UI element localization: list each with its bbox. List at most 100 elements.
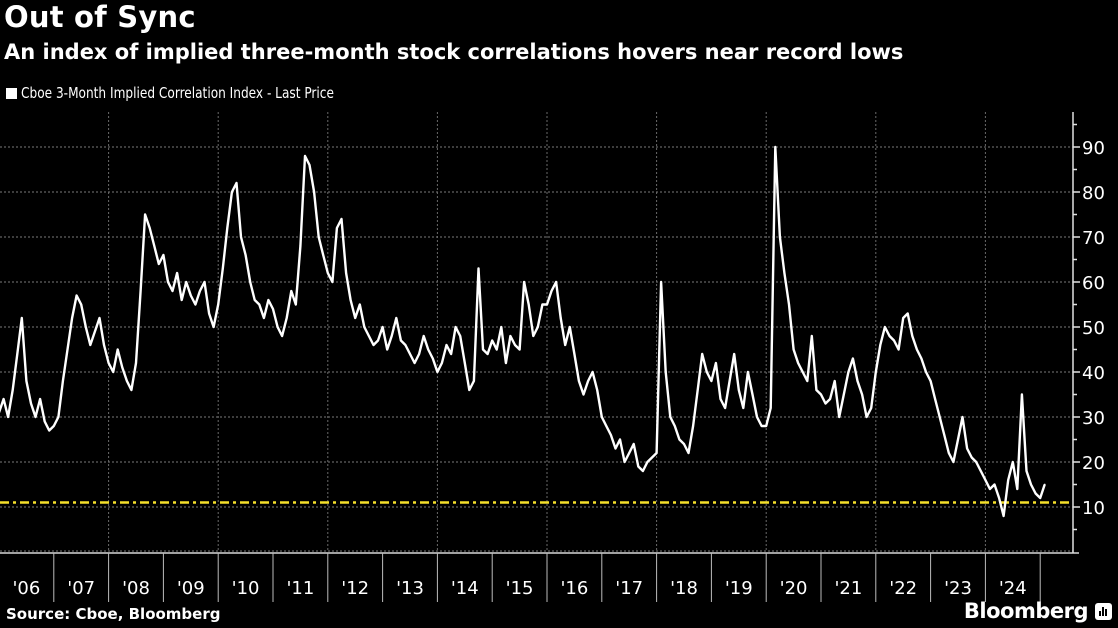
data-point [587, 380, 589, 382]
data-point [299, 245, 302, 247]
data-point [249, 281, 252, 283]
data-point [144, 213, 147, 216]
data-point [121, 366, 124, 369]
data-point [1043, 483, 1046, 486]
data-point [244, 254, 247, 256]
data-point [194, 303, 197, 306]
data-point [285, 317, 288, 319]
data-point [610, 434, 612, 436]
data-point [203, 281, 206, 283]
data-point [354, 317, 357, 319]
data-point [34, 416, 37, 418]
data-point [774, 146, 777, 148]
data-point [678, 438, 681, 441]
data-point [514, 344, 516, 346]
data-point [98, 317, 101, 319]
data-point [180, 299, 183, 301]
data-point [473, 380, 475, 382]
x-tick-label: '12 [341, 578, 369, 599]
data-point [482, 348, 484, 351]
data-point [934, 398, 937, 400]
data-point [582, 393, 585, 396]
data-point [527, 303, 530, 306]
data-point [212, 326, 215, 328]
data-point [358, 303, 361, 306]
y-tick-label: 60 [1082, 273, 1105, 294]
data-point [797, 362, 800, 364]
data-point [705, 371, 708, 373]
chart-subtitle: An index of implied three-month stock co… [4, 40, 904, 64]
data-point [2, 398, 5, 400]
data-point [363, 326, 366, 328]
data-point [518, 348, 521, 351]
data-point [459, 335, 462, 337]
data-point [938, 416, 941, 418]
data-point [326, 272, 329, 274]
data-point [308, 164, 311, 166]
chart-title: Out of Sync [4, 0, 196, 34]
data-point [1016, 488, 1019, 490]
source-note: Source: Cboe, Bloomberg [6, 605, 221, 623]
data-point [377, 339, 379, 342]
data-point [760, 425, 763, 427]
data-point [345, 272, 347, 274]
data-point [409, 353, 411, 355]
data-point [893, 339, 895, 342]
data-point [641, 470, 644, 472]
data-point [16, 353, 19, 355]
data-point [984, 479, 987, 481]
data-point [62, 380, 64, 382]
data-point [148, 227, 151, 229]
data-point [258, 303, 261, 306]
data-point [646, 461, 649, 463]
data-point [998, 497, 1000, 499]
data-point [340, 218, 343, 220]
data-point [733, 353, 736, 355]
data-point [93, 330, 96, 333]
y-tick-label: 80 [1082, 183, 1105, 204]
data-point [71, 317, 73, 319]
data-point [1034, 492, 1037, 495]
data-point [504, 362, 507, 364]
data-point [294, 303, 297, 306]
data-point [413, 362, 416, 364]
legend-swatch [6, 87, 17, 99]
data-point [628, 452, 631, 454]
x-tick-label: '19 [725, 578, 753, 599]
series-line [0, 145, 1046, 518]
data-point [842, 393, 845, 396]
data-point [336, 227, 338, 229]
data-point [381, 326, 384, 328]
data-point [1011, 461, 1014, 463]
data-point [125, 380, 128, 382]
data-point [57, 416, 60, 418]
data-point [792, 348, 795, 351]
data-point [870, 407, 873, 409]
data-point [929, 380, 932, 382]
data-point [495, 348, 498, 351]
data-point [395, 317, 398, 319]
data-point [230, 191, 233, 193]
data-point [687, 452, 690, 454]
y-tick-label: 10 [1082, 498, 1105, 519]
data-point [696, 389, 699, 391]
data-point [313, 191, 315, 193]
data-point [331, 281, 334, 283]
data-point [952, 461, 955, 463]
data-point [888, 335, 891, 337]
data-point [445, 344, 448, 346]
data-point [596, 389, 599, 391]
data-point [1025, 470, 1028, 472]
x-tick-label: '24 [999, 578, 1027, 599]
data-point [322, 254, 325, 256]
data-point [185, 281, 188, 283]
data-point [422, 335, 425, 337]
data-point [989, 488, 991, 490]
y-tick-label: 20 [1082, 453, 1105, 474]
data-point [783, 272, 786, 274]
data-point [167, 281, 169, 283]
data-point [30, 402, 32, 405]
data-point [135, 362, 137, 364]
data-point [701, 353, 704, 355]
data-point [975, 461, 978, 463]
